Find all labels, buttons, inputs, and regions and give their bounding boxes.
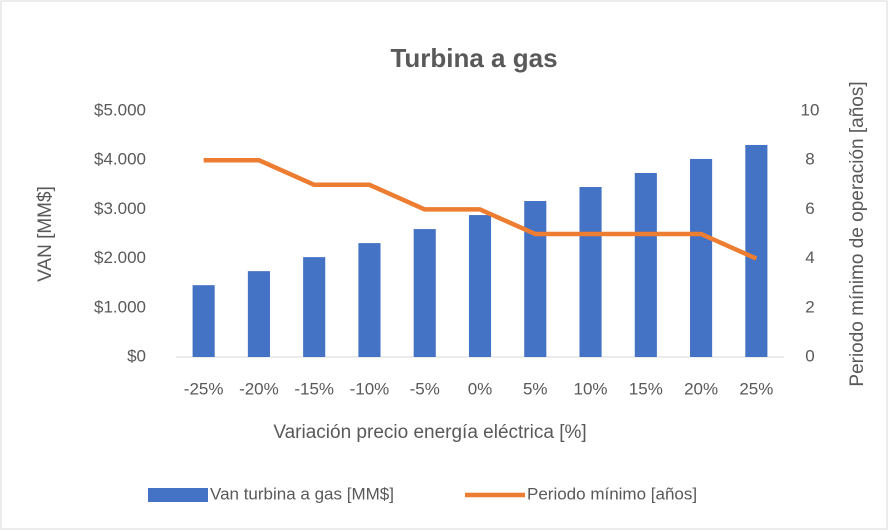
x-tick-label: -25% <box>184 379 224 398</box>
x-tick-label: -10% <box>350 379 390 398</box>
bar <box>247 271 270 357</box>
y2-axis-title: Periodo mínimo de operación [años] <box>847 81 868 386</box>
legend-swatch <box>148 488 208 502</box>
y-tick-label: $4.000 <box>94 150 146 169</box>
y2-tick-label: 6 <box>805 199 814 218</box>
x-tick-label: 25% <box>739 379 773 398</box>
y-tick-label: $2.000 <box>94 248 146 267</box>
line <box>203 157 758 261</box>
bar <box>634 172 657 357</box>
bar <box>745 144 768 357</box>
y2-tick-label: 2 <box>805 297 814 316</box>
bar <box>579 187 602 357</box>
y-tick-label: $0 <box>127 346 146 365</box>
x-tick-label: 0% <box>468 379 493 398</box>
x-tick-label: 15% <box>629 379 663 398</box>
x-tick-label: -20% <box>239 379 279 398</box>
y2-tick-label: 0 <box>805 346 814 365</box>
bar <box>192 285 215 357</box>
legend-label: Periodo mínimo [años] <box>527 484 697 503</box>
x-tick-label: -15% <box>294 379 334 398</box>
y-tick-label: $1.000 <box>94 297 146 316</box>
bar <box>690 158 713 357</box>
y2-tick-label: 8 <box>805 150 814 169</box>
x-tick-label: 5% <box>523 379 548 398</box>
chart-title: Turbina a gas <box>390 43 557 73</box>
y2-tick-label: 10 <box>801 100 820 119</box>
y-axis-title: VAN [MM$] <box>35 186 56 282</box>
x-tick-label: -5% <box>410 379 440 398</box>
x-tick-label: 20% <box>684 379 718 398</box>
bar <box>413 229 436 357</box>
y2-tick-label: 4 <box>805 248 814 267</box>
x-axis-title: Variación precio energía eléctrica [%] <box>273 422 586 443</box>
bar <box>303 257 326 357</box>
bar <box>358 243 381 357</box>
legend-label: Van turbina a gas [MM$] <box>210 484 394 503</box>
bar <box>468 215 492 357</box>
y-tick-label: $5.000 <box>94 100 146 119</box>
bar <box>524 201 547 357</box>
y-tick-label: $3.000 <box>94 199 146 218</box>
x-tick-label: 10% <box>574 379 608 398</box>
